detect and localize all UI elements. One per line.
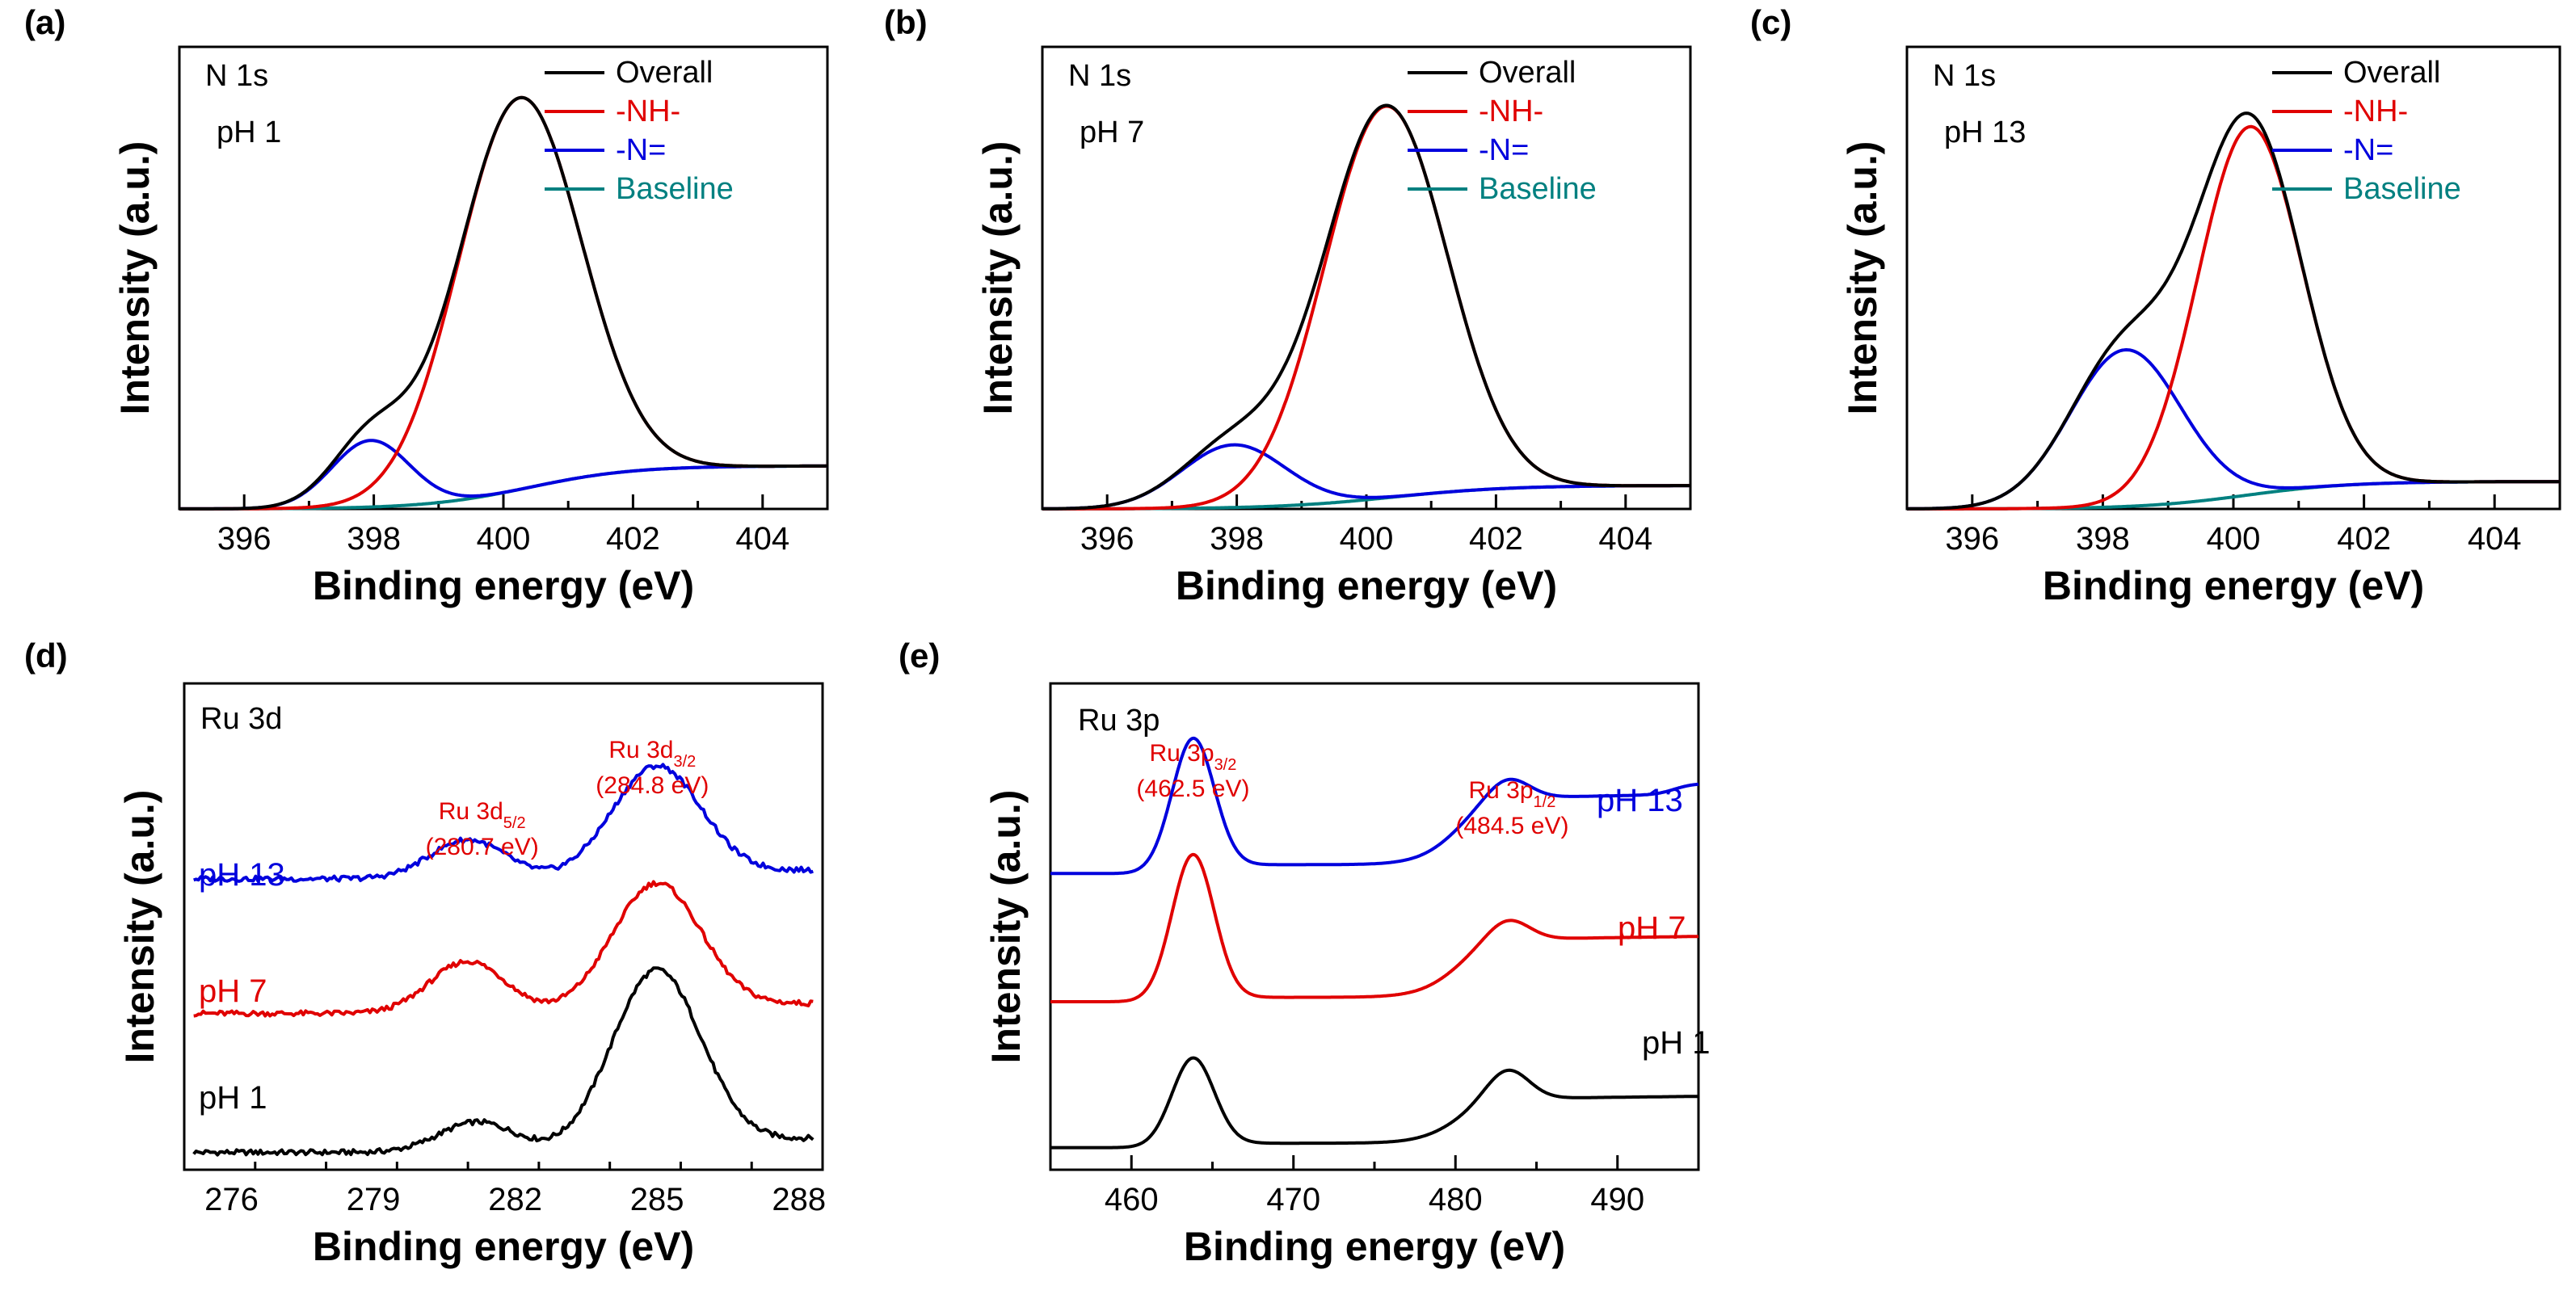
legend-entry: Overall: [616, 56, 713, 90]
overall-line: [1042, 103, 1691, 511]
series-line: [193, 763, 814, 883]
x-tick-label: 480: [1429, 1182, 1483, 1217]
panel-label: (a): [24, 3, 65, 41]
series-line: [1050, 736, 1699, 876]
x-tick-label: 396: [1080, 521, 1134, 557]
x-tick-label: 400: [477, 521, 531, 557]
x-tick-label: 400: [1340, 521, 1394, 557]
legend-entry: -N=: [2343, 133, 2393, 167]
peak-annotation: Ru 3d3/2: [608, 737, 696, 771]
x-tick-label: 402: [2337, 521, 2391, 557]
x-tick-label: 460: [1105, 1182, 1159, 1217]
y-axis-label: Intensity (a.u.): [117, 790, 162, 1064]
panel-e: (e) 460 470 480 490 Binding energy (eV) Intens…: [899, 637, 1711, 1269]
panel-c: (c) 396 398 400 402 404 Binding energy (eV) Int…: [1750, 3, 2561, 608]
panel-label: (d): [24, 637, 68, 675]
series-line: [193, 880, 814, 1018]
condition-label: pH 7: [1080, 116, 1144, 149]
x-tick-label: 276: [204, 1182, 259, 1217]
x-tick-label: 400: [2207, 521, 2261, 557]
n-peak-line: [1906, 348, 2561, 511]
series-label: pH 1: [199, 1080, 267, 1116]
x-tick-label: 490: [1590, 1182, 1644, 1217]
x-tick-label: 288: [772, 1182, 826, 1217]
spectrum-label: Ru 3d: [200, 702, 282, 736]
x-tick-label: 404: [735, 521, 789, 557]
panel-label: (b): [884, 3, 928, 41]
peak-energy: (462.5 eV): [1136, 776, 1249, 802]
x-tick-label: 279: [347, 1182, 401, 1217]
x-axis-label: Binding energy (eV): [313, 563, 694, 608]
legend-entry: Overall: [1479, 56, 1576, 90]
legend-entry: Baseline: [616, 172, 734, 206]
series-line: [192, 966, 814, 1157]
x-tick-label: 470: [1266, 1182, 1320, 1217]
series-label: pH 7: [1618, 910, 1686, 946]
series-label: pH 7: [199, 973, 267, 1009]
x-tick-label: 285: [630, 1182, 684, 1217]
condition-label: pH 13: [1944, 116, 2026, 149]
x-axis-label: Binding energy (eV): [2043, 563, 2424, 608]
plot-frame: [183, 682, 824, 1171]
x-tick-label: 398: [1210, 521, 1264, 557]
x-axis-label: Binding energy (eV): [313, 1224, 694, 1269]
spectrum-label: N 1s: [1068, 59, 1131, 93]
panel-a: (a) 396 398 400 402 404 Binding energy (eV) Int…: [24, 3, 829, 608]
y-axis-label: Intensity (a.u.): [112, 141, 158, 415]
legend-entry: -NH-: [2343, 95, 2408, 128]
panel-b: (b) 396 398 400 402 404 Binding energy (eV) Int…: [884, 3, 1692, 608]
legend-entry: Baseline: [2343, 172, 2461, 206]
overall-line: [179, 95, 828, 511]
nh-peak-line: [1906, 124, 2561, 511]
nh-peak-line: [179, 95, 828, 511]
x-tick-label: 404: [1598, 521, 1652, 557]
spectrum-label: N 1s: [205, 59, 268, 93]
peak-annotation: Ru 3p3/2: [1150, 740, 1237, 774]
legend-entry: Baseline: [1479, 172, 1597, 206]
spectrum-label: Ru 3p: [1078, 704, 1160, 738]
x-tick-label: 396: [1945, 521, 1999, 557]
series-label: pH 1: [1642, 1025, 1711, 1061]
series-label: pH 13: [199, 857, 285, 893]
panel-d: (d) 276 279 282 285 288 Binding energy (eV) Int…: [24, 637, 826, 1269]
peak-energy: (484.5 eV): [1455, 813, 1568, 839]
y-axis-label: Intensity (a.u.): [1840, 141, 1885, 415]
legend-entry: -N=: [616, 133, 666, 167]
peak-annotation: Ru 3d5/2: [439, 798, 526, 832]
peak-energy: (280.7 eV): [426, 834, 539, 860]
legend-entry: -N=: [1479, 133, 1529, 167]
x-tick-label: 402: [606, 521, 660, 557]
x-tick-label: 402: [1469, 521, 1523, 557]
y-axis-label: Intensity (a.u.): [975, 141, 1021, 415]
x-tick-label: 282: [488, 1182, 542, 1217]
legend-entry: -NH-: [1479, 95, 1543, 128]
spectrum-label: N 1s: [1933, 59, 1996, 93]
x-tick-label: 396: [217, 521, 271, 557]
peak-annotation: Ru 3p1/2: [1468, 777, 1555, 811]
peak-energy: (284.8 eV): [596, 772, 709, 799]
x-tick-label: 404: [2468, 521, 2522, 557]
series-label: pH 13: [1597, 783, 1683, 818]
series-line: [1050, 1056, 1699, 1150]
x-axis-label: Binding energy (eV): [1176, 563, 1557, 608]
panel-label: (c): [1750, 3, 1791, 41]
condition-label: pH 1: [217, 116, 281, 149]
series-line: [1050, 852, 1699, 1003]
x-tick-label: 398: [2076, 521, 2130, 557]
y-axis-label: Intensity (a.u.): [983, 790, 1029, 1064]
x-tick-label: 398: [347, 521, 401, 557]
legend-entry: -NH-: [616, 95, 680, 128]
nh-peak-line: [1042, 104, 1691, 511]
legend-entry: Overall: [2343, 56, 2440, 90]
panel-label: (e): [899, 637, 940, 675]
x-axis-label: Binding energy (eV): [1184, 1224, 1565, 1269]
overall-line: [1906, 111, 2561, 511]
